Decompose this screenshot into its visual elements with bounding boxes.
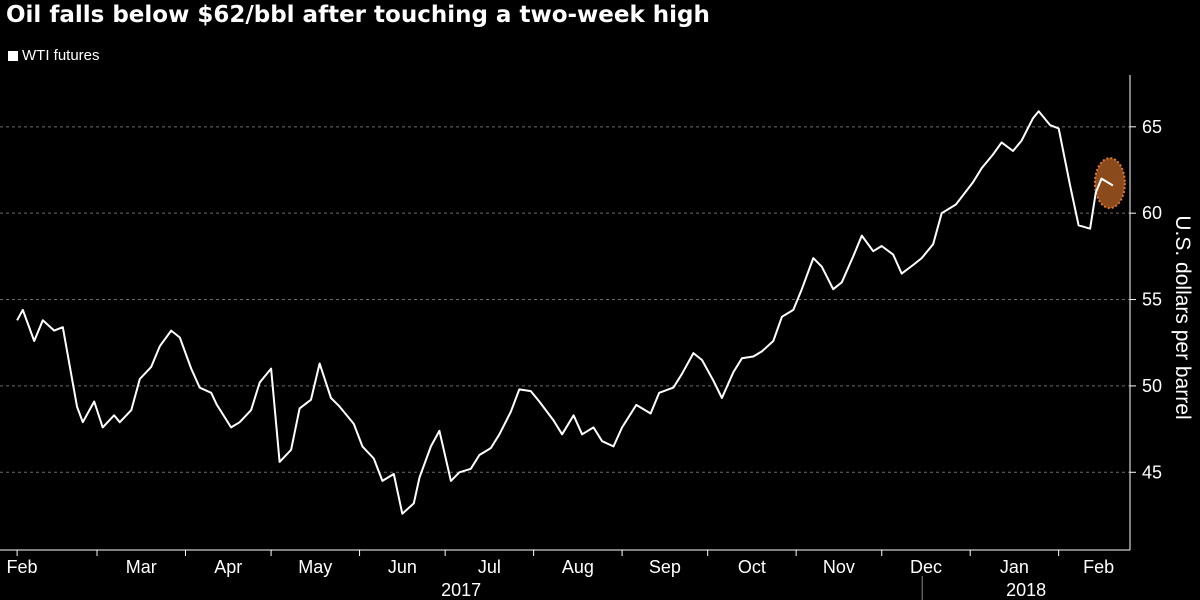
series-line-wti bbox=[16, 110, 1114, 515]
chart-title: Oil falls below $62/bbl after touching a… bbox=[6, 2, 710, 28]
x-year-label: 2017 bbox=[441, 580, 481, 600]
x-month-label: Nov bbox=[823, 557, 855, 577]
legend-swatch bbox=[8, 50, 18, 61]
x-month-label: Apr bbox=[214, 557, 242, 577]
legend-label: WTI futures bbox=[22, 47, 100, 64]
y-tick-label: 55 bbox=[1142, 290, 1162, 310]
x-month-label: Oct bbox=[738, 557, 766, 577]
x-month-label: May bbox=[298, 557, 332, 577]
x-month-label: Dec bbox=[910, 557, 942, 577]
y-tick-label: 45 bbox=[1142, 462, 1162, 482]
x-month-label: Sep bbox=[649, 557, 681, 577]
y-tick-label: 60 bbox=[1142, 203, 1162, 223]
y-tick-label: 50 bbox=[1142, 376, 1162, 396]
x-month-label: Jun bbox=[388, 557, 417, 577]
x-month-label: Aug bbox=[562, 557, 594, 577]
x-month-label: Feb bbox=[1083, 557, 1114, 577]
x-month-label: Feb bbox=[6, 557, 37, 577]
x-year-label: 2018 bbox=[1006, 580, 1046, 600]
x-month-label: Jul bbox=[478, 557, 501, 577]
legend: WTI futures bbox=[8, 47, 100, 64]
x-month-label: Jan bbox=[1000, 557, 1029, 577]
y-axis-title: U.S. dollars per barrel bbox=[1171, 215, 1194, 419]
y-tick-label: 65 bbox=[1142, 117, 1162, 137]
x-month-label: Mar bbox=[126, 557, 157, 577]
